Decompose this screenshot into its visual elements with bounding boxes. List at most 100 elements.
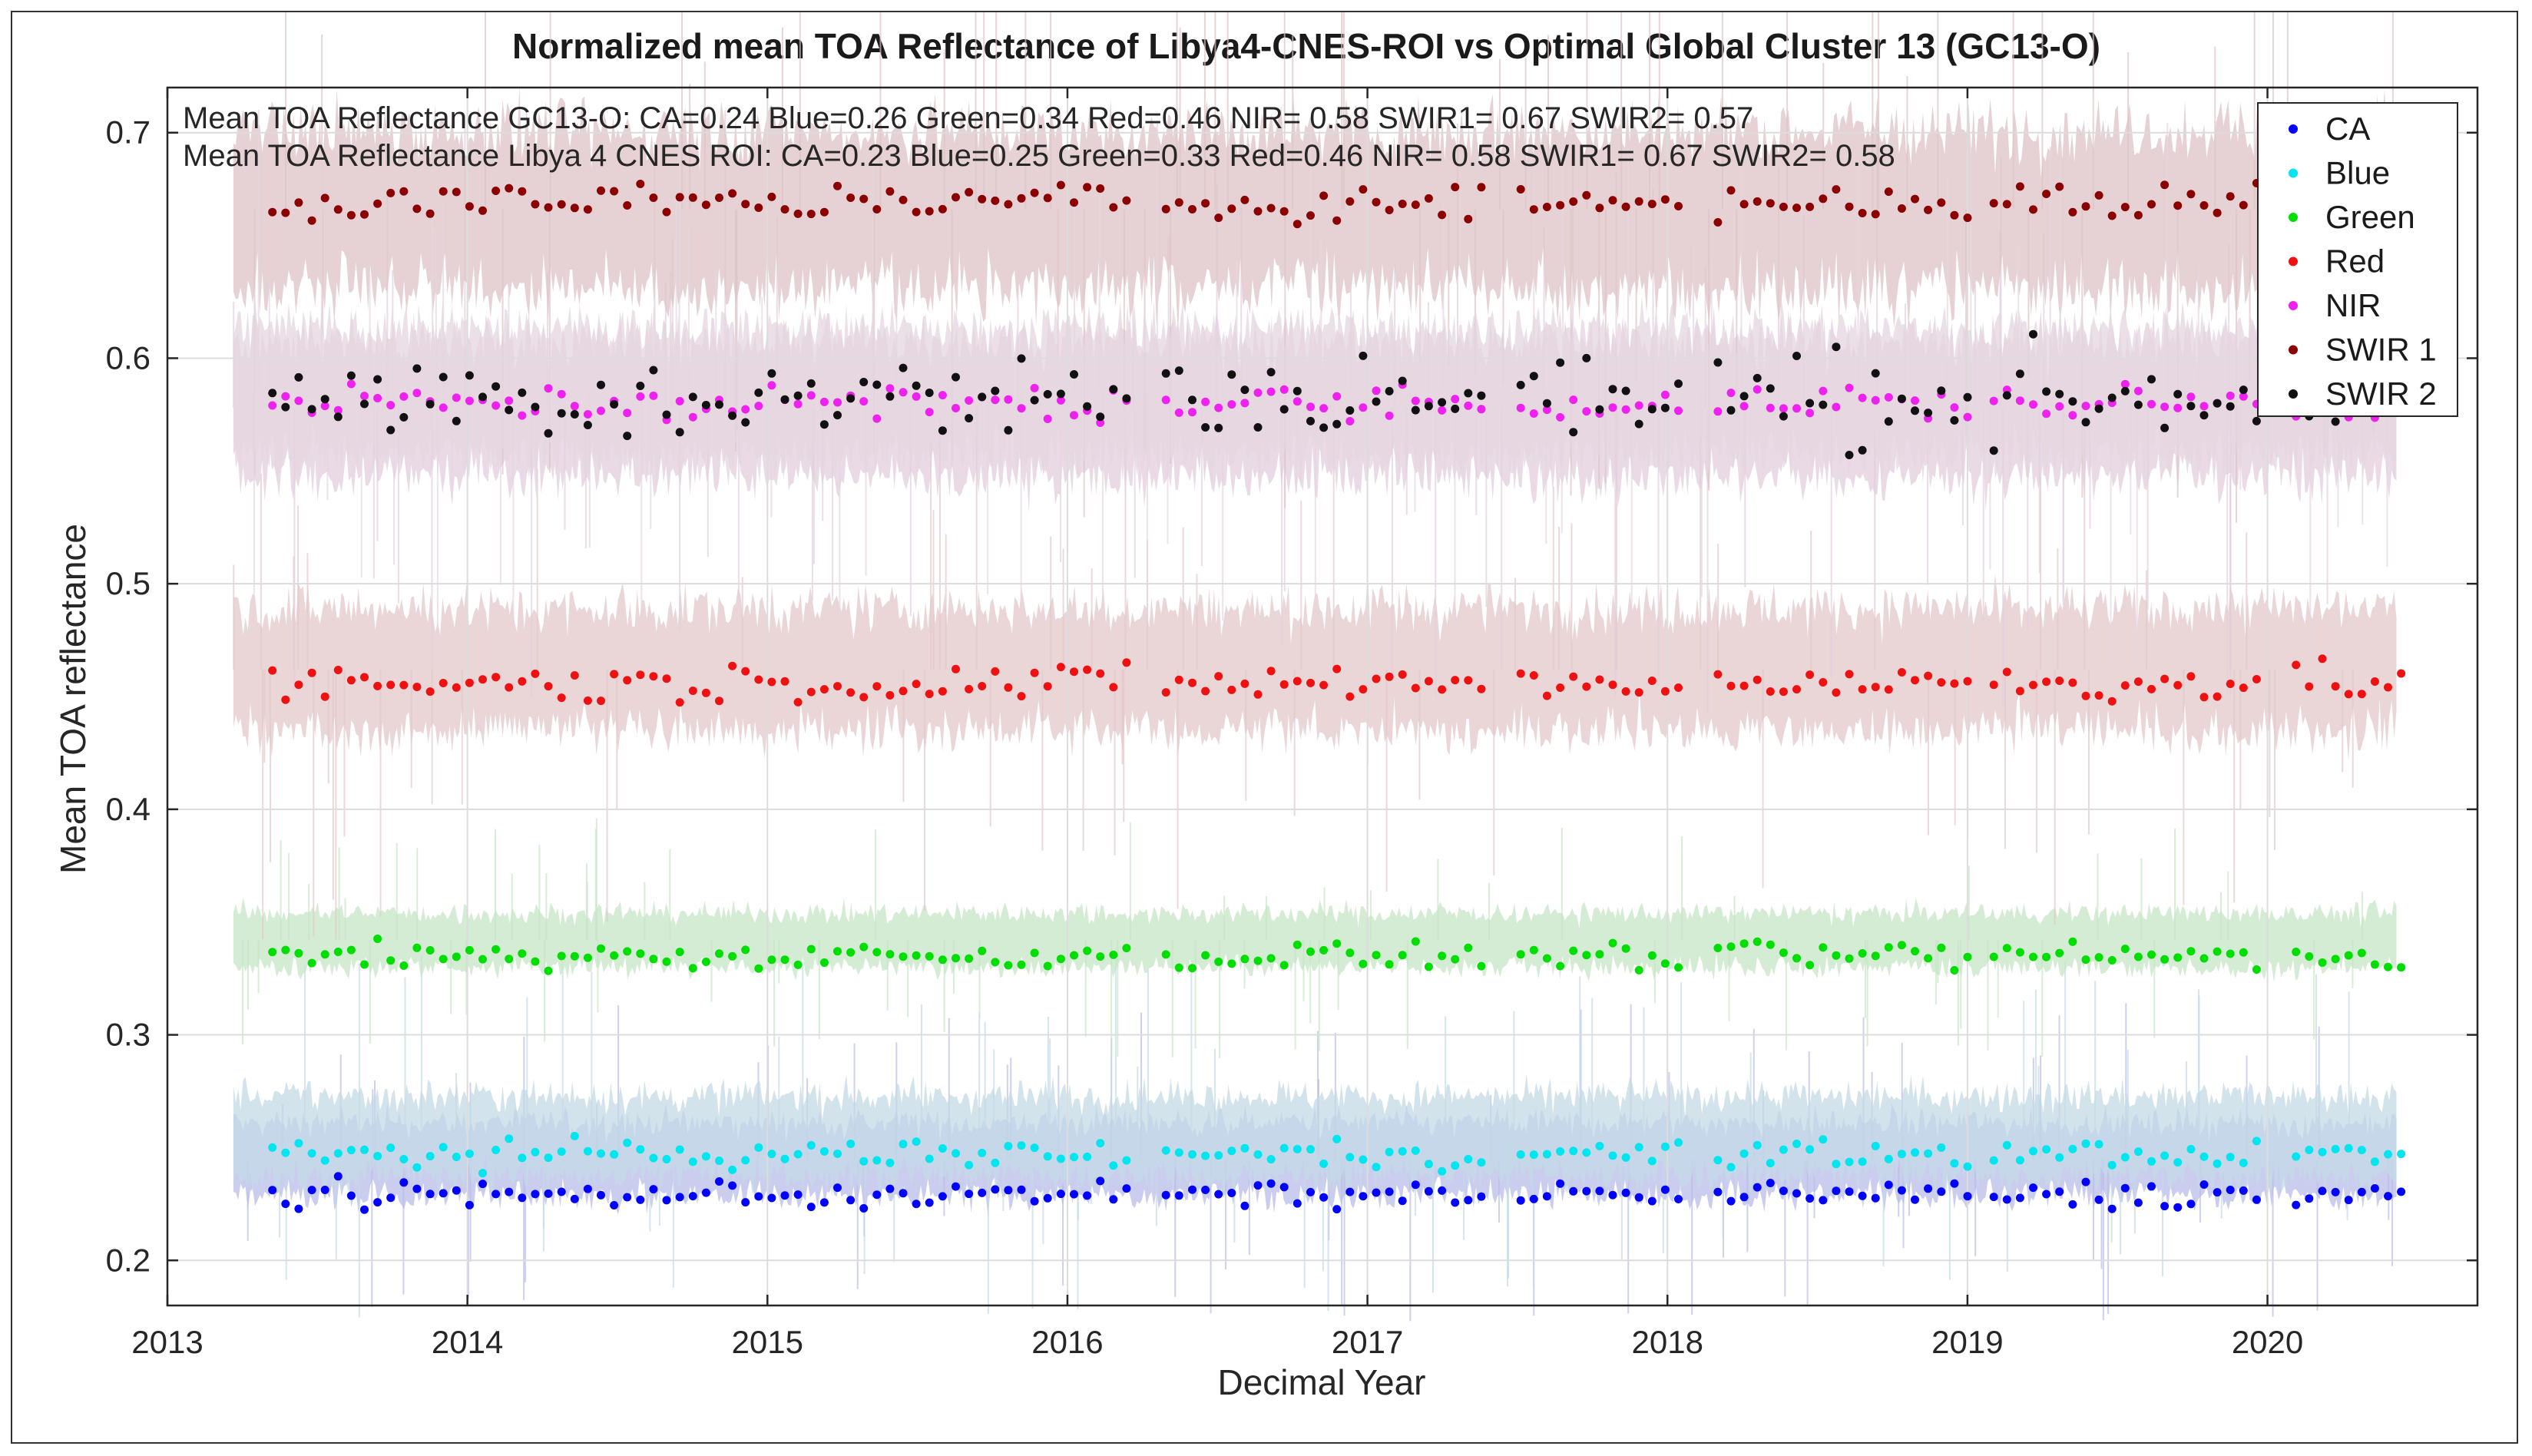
data-point [1214,957,1223,966]
data-point [1779,948,1788,958]
data-point [583,953,592,962]
data-point [1713,944,1723,952]
data-point [938,687,947,696]
data-point [806,379,816,388]
data-point [1516,403,1525,412]
data-point [1332,1205,1342,1214]
data-point [1674,1195,1683,1203]
data-point [662,207,671,217]
data-point [715,1177,723,1186]
data-point [1030,948,1039,958]
data-point [1359,1192,1368,1201]
legend-marker [2289,345,2298,355]
data-point [1924,954,1933,963]
data-point [1766,199,1775,208]
data-point [505,955,514,964]
data-point [1083,946,1092,955]
data-point [1595,1141,1604,1150]
data-point [399,961,409,970]
data-point [2094,404,2103,413]
data-point [1240,955,1249,964]
data-point [333,666,343,674]
data-point [1109,385,1118,394]
data-point [754,402,763,411]
data-point [2094,190,2103,200]
data-point [425,209,435,218]
data-point [1621,386,1630,395]
data-point [1253,690,1263,699]
data-point [333,1149,343,1158]
data-point [2186,392,2196,402]
data-point [1766,940,1775,949]
data-point [1096,419,1105,427]
data-point [268,389,277,398]
data-point [518,949,527,958]
data-point [636,392,645,401]
data-point [2226,391,2235,400]
data-point [1556,961,1565,971]
data-point [2147,1157,2156,1166]
data-point [1424,402,1433,411]
data-point [623,1138,632,1147]
data-point [1937,1187,1946,1196]
data-point [675,428,684,437]
data-point [1779,412,1788,421]
data-point [938,391,947,400]
data-point [1319,423,1329,432]
data-point [859,1157,869,1166]
band-swir-1 [233,85,2397,333]
data-point [2120,386,2130,395]
data-point [2029,329,2037,339]
data-point [1924,671,1933,680]
data-point [2292,1152,2301,1161]
data-point [320,1156,329,1165]
data-point [872,948,882,957]
data-point [1070,667,1078,677]
data-point [1306,416,1315,425]
data-point [1004,961,1013,970]
data-point [1911,676,1919,685]
data-point [2252,1137,2261,1146]
data-point [2213,208,2222,217]
data-point [307,668,316,677]
data-point [2042,409,2051,419]
data-point [1201,423,1210,432]
data-point [2081,1177,2090,1186]
data-point [307,405,316,414]
data-point [597,944,605,953]
data-point [2357,948,2366,958]
data-point [557,409,566,418]
data-point [557,1147,566,1157]
data-point [1070,1153,1078,1162]
data-point [1398,670,1407,679]
data-point [1306,1187,1315,1196]
data-point [386,956,396,965]
data-point [1056,1190,1065,1199]
data-point [1188,678,1196,687]
data-point [806,210,816,219]
data-point [2384,962,2392,971]
data-point [952,193,960,202]
data-point [872,205,882,213]
data-point [1805,1194,1815,1203]
data-point [2015,948,2024,957]
data-point [938,955,947,965]
data-point [1096,412,1105,422]
data-point [2133,1147,2143,1157]
chart: Normalized mean TOA Reflectance of Libya… [53,12,2479,1402]
data-point [701,688,710,697]
data-point [1372,674,1381,683]
data-point [2252,1195,2261,1204]
data-point [544,203,553,212]
data-point [1424,1186,1433,1196]
data-point [925,207,934,216]
data-point [2239,392,2248,401]
chart-title: Normalized mean TOA Reflectance of Libya… [512,26,2100,66]
data-point [1713,670,1723,679]
data-point [872,1190,882,1200]
data-point [399,187,409,196]
data-point [2042,1190,2051,1199]
data-point [2081,402,2090,411]
data-point [1989,952,1998,961]
data-point [1292,1199,1302,1208]
